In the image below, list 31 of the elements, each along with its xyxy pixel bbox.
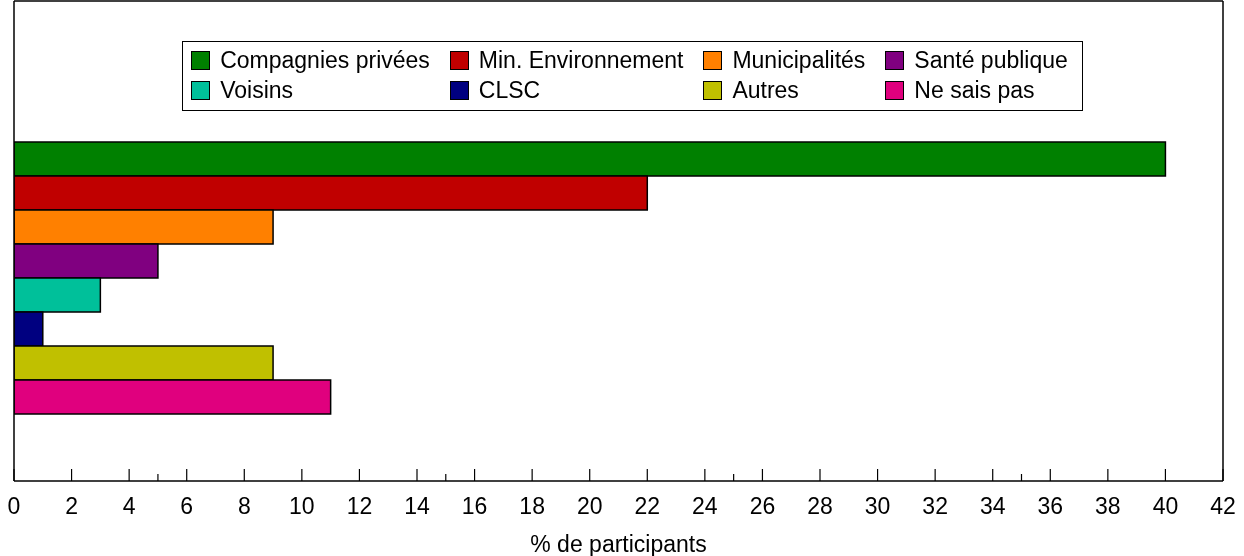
legend-label: Min. Environnement (478, 46, 684, 75)
x-tick-label: 0 (7, 493, 21, 519)
legend-label: Ne sais pas (914, 76, 1035, 105)
legend-label: Municipalités (732, 46, 866, 75)
x-tick-label: 26 (749, 493, 776, 519)
x-tick-label: 34 (979, 493, 1006, 519)
x-tick-label: 38 (1095, 493, 1121, 519)
x-tick-label: 36 (1037, 493, 1064, 519)
x-tick-label: 16 (461, 493, 488, 519)
x-tick-label: 32 (922, 493, 948, 519)
x-tick-label: 28 (807, 493, 833, 519)
x-tick-label: 30 (864, 493, 891, 519)
x-axis-title: % de participants (530, 531, 707, 556)
x-tick-label: 40 (1152, 493, 1179, 519)
legend-label: Santé publique (914, 46, 1068, 75)
x-tick-label: 4 (122, 493, 136, 519)
legend-label: Autres (732, 76, 799, 105)
legend-label: Compagnies privées (220, 46, 430, 75)
x-tick-label: 8 (237, 493, 251, 519)
legend-label: Voisins (220, 76, 294, 105)
x-tick-label: 12 (346, 493, 373, 519)
x-tick-label: 10 (289, 493, 315, 519)
x-tick-label: 2 (65, 493, 78, 519)
x-tick-label: 20 (576, 493, 603, 519)
legend-label: CLSC (478, 76, 541, 105)
x-tick-label: 22 (634, 493, 661, 519)
x-tick-label: 6 (180, 493, 194, 519)
x-tick-label: 42 (1210, 493, 1236, 519)
x-tick-label: 18 (519, 493, 545, 519)
x-tick-label: 24 (692, 493, 718, 519)
x-tick-label: 14 (404, 493, 430, 519)
